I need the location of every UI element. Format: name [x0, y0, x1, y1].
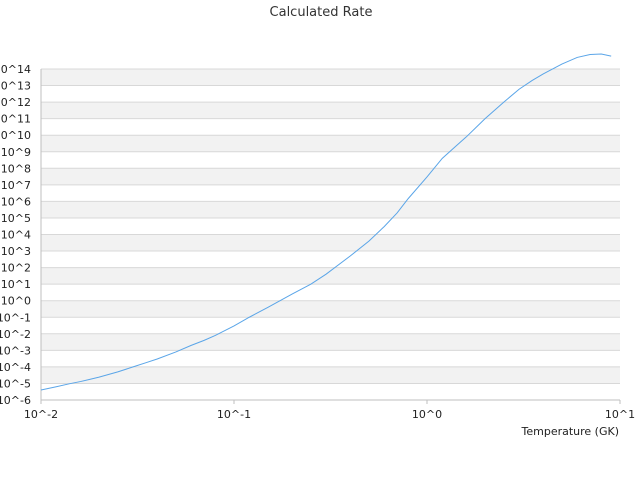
- x-axis-label: Temperature (GK): [521, 425, 620, 438]
- y-tick-label: 10^1: [1, 278, 31, 291]
- chart-title: Calculated Rate: [270, 5, 373, 20]
- grid-band: [41, 234, 620, 252]
- grid-band: [41, 300, 620, 318]
- x-tick-label: 10^-2: [24, 408, 58, 421]
- grid-band: [41, 102, 620, 119]
- y-tick-label: 10^-4: [0, 361, 31, 374]
- y-tick-label: 10^9: [1, 146, 31, 159]
- series-group: [40, 53, 612, 391]
- y-tick-label: 10^8: [1, 162, 31, 175]
- y-tick-label: 10^11: [0, 113, 31, 126]
- x-tick-label: 10^0: [412, 408, 442, 421]
- grid-band: [41, 366, 620, 384]
- grid-band: [41, 168, 620, 185]
- y-tick-label: 10^3: [1, 245, 31, 258]
- grid-band: [41, 333, 620, 351]
- y-tick-label: 10^7: [1, 179, 31, 192]
- x-tick-labels: 10^-2 10^-1 10^0 10^1: [24, 408, 635, 421]
- grid-band: [41, 267, 620, 285]
- y-tick-label: 10^-3: [0, 344, 31, 357]
- y-tick-label: 10^-2: [0, 328, 31, 341]
- gridlines: [41, 68, 620, 401]
- y-tick-labels: 10^-6 10^-5 10^-4 10^-3 10^-2 10^-1 10^0 10^1 10…: [0, 63, 31, 407]
- y-tick-label: 10^-1: [0, 311, 31, 324]
- x-tick-label: 10^1: [605, 408, 635, 421]
- series-line: [40, 53, 612, 391]
- grid-bands: [41, 69, 620, 384]
- y-tick-label: 10^2: [1, 262, 31, 275]
- y-tick-label: 10^12: [0, 96, 31, 109]
- grid-band: [41, 69, 620, 86]
- grid-band: [41, 201, 620, 218]
- y-tick-label: 10^4: [1, 229, 31, 242]
- y-tick-label: 10^14: [0, 63, 31, 76]
- y-tick-label: 10^6: [1, 195, 31, 208]
- y-tick-label: 10^0: [1, 295, 31, 308]
- y-tick-label: 10^-5: [0, 377, 31, 390]
- grid-band: [41, 135, 620, 152]
- y-tick-label: 10^10: [0, 129, 31, 142]
- x-tick-label: 10^-1: [217, 408, 251, 421]
- y-tick-label: 10^-6: [0, 394, 31, 407]
- y-tick-label: 10^5: [1, 212, 31, 225]
- axes: [40, 69, 621, 404]
- y-tick-label: 10^13: [0, 80, 31, 93]
